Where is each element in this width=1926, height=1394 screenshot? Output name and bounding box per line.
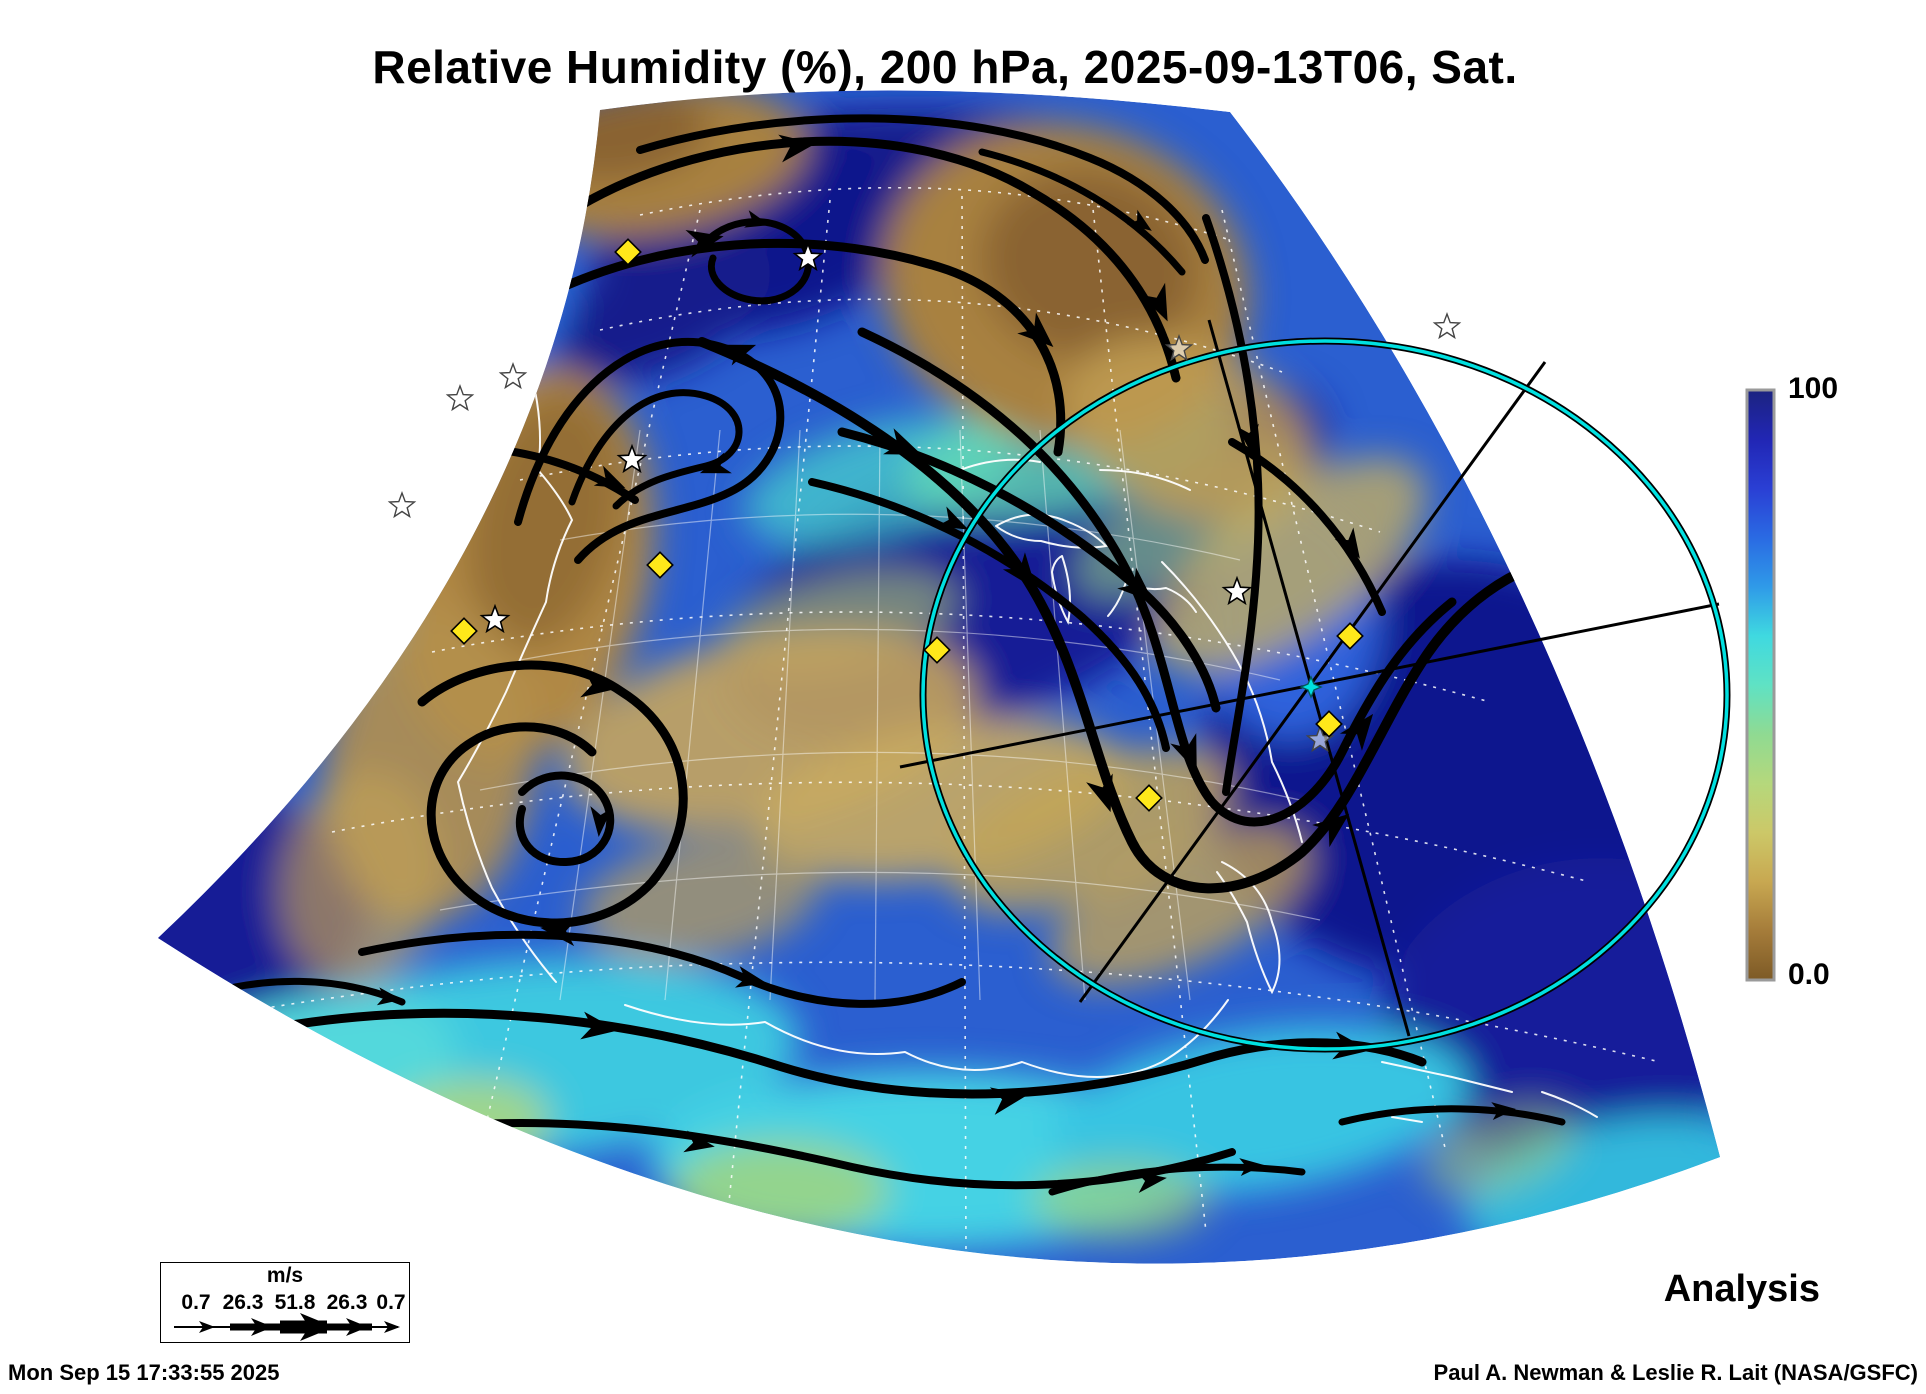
station-star-icon [479, 603, 511, 634]
colorbar-min-label: 0.0 [1788, 958, 1830, 991]
wind-legend-unit: m/s [266, 1264, 304, 1287]
ring-center-marker-icon [1299, 675, 1323, 699]
station-star-icon [792, 241, 824, 272]
wind-streamlines [178, 114, 1566, 1196]
product-type-label: Analysis [1663, 1268, 1820, 1310]
wind-speed-value: 0.7 [376, 1291, 406, 1314]
wind-speed-value: 0.7 [181, 1291, 211, 1314]
wind-legend-arrow [174, 1313, 400, 1341]
wind-speed-value: 26.3 [326, 1291, 368, 1314]
station-star-outline-icon [1432, 311, 1462, 340]
station-star-outline-icon [387, 490, 417, 519]
overlay-layer [387, 238, 1731, 1053]
station-star-outline-icon [445, 383, 475, 412]
page-title: Relative Humidity (%), 200 hPa, 2025-09-… [372, 41, 1518, 93]
station-star-outline-icon [498, 361, 528, 390]
wind-speed-value: 51.8 [274, 1291, 316, 1314]
range-ring [921, 339, 1729, 1051]
site-diamond-icon [450, 617, 478, 645]
trajectory-line [1207, 319, 1411, 1037]
colorbar [1745, 388, 1776, 982]
site-diamond-icon [614, 238, 642, 266]
site-diamond-icon [1336, 622, 1364, 650]
site-diamond-icon [646, 551, 674, 579]
humidity-field [158, 90, 1720, 1264]
wind-speed-value: 26.3 [222, 1291, 264, 1314]
station-star-icon [1221, 575, 1253, 606]
station-star-icon [616, 443, 648, 474]
site-diamond-icon [923, 636, 951, 664]
credit-text: Paul A. Newman & Leslie R. Lait (NASA/GS… [1433, 1360, 1918, 1385]
coastlines [456, 361, 1598, 1123]
creation-timestamp: Mon Sep 15 17:33:55 2025 [8, 1360, 280, 1385]
colorbar-max-label: 100 [1788, 372, 1839, 405]
site-diamond-icon [1135, 784, 1163, 812]
site-diamond-icon [1315, 710, 1343, 738]
station-star-outline-icon [1164, 333, 1194, 362]
wind-legend-box [160, 1262, 410, 1343]
